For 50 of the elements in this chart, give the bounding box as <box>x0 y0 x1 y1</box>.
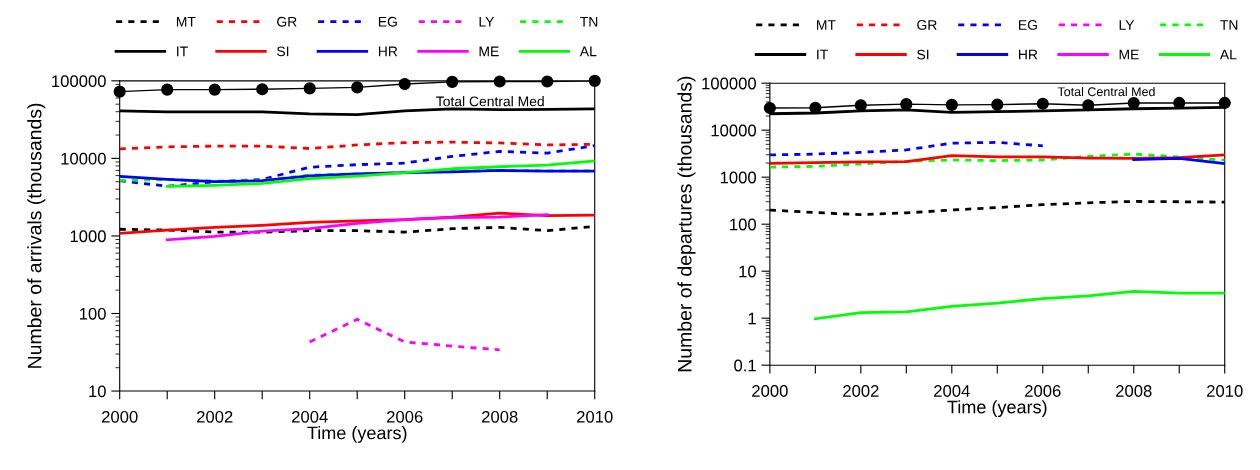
x-tick-label: 2004 <box>934 385 970 397</box>
x-tick-label: 2002 <box>197 410 233 423</box>
y-tick-label: 1 <box>748 312 756 325</box>
annotation: Total Central Med <box>1057 86 1155 97</box>
y-axis-title: Number of departures (thousands) <box>677 76 696 372</box>
x-tick-label: 2008 <box>482 410 518 423</box>
y-tick-label: 1000 <box>70 230 106 243</box>
legend-label: GR <box>277 16 297 27</box>
x-tick-label: 2000 <box>102 410 138 423</box>
x-tick-label: 2002 <box>843 385 879 397</box>
y-tick-label: 0.1 <box>734 359 756 372</box>
legend-label: LY <box>1119 20 1135 30</box>
legend-label: HR <box>1019 49 1038 60</box>
x-tick-label: 2006 <box>387 410 423 423</box>
legend-label: SI <box>917 49 929 60</box>
x-tick-label: 2000 <box>752 385 788 397</box>
y-tick-label: 10000 <box>711 124 757 137</box>
y-tick-label: 100000 <box>52 75 106 88</box>
legend-label: HR <box>378 46 398 57</box>
legend-label: GR <box>917 20 937 30</box>
x-tick-label: 2010 <box>577 410 613 423</box>
y-tick-label: 10000 <box>61 152 106 165</box>
y-tick-label: 100 <box>79 307 106 320</box>
x-tick-label: 2010 <box>1207 385 1243 397</box>
legend-label: AL <box>579 46 597 57</box>
x-axis-title: Time (years) <box>947 400 1047 417</box>
legend-label: IT <box>177 46 188 57</box>
x-tick-label: 2004 <box>292 410 328 423</box>
y-tick-label: 100 <box>730 218 757 231</box>
y-tick-label: 100000 <box>702 77 757 90</box>
x-tick-label: 2008 <box>1116 385 1152 397</box>
legend-label: LY <box>479 16 495 27</box>
legend-label: ME <box>1119 49 1139 60</box>
legend-label: TN <box>580 16 598 27</box>
x-axis-title: Time (years) <box>307 426 407 443</box>
y-axis-title: Number of arrivals (thousands) <box>27 103 46 368</box>
y-tick-label: 1000 <box>720 171 757 184</box>
legend-label: MT <box>176 16 196 27</box>
x-tick-label: 2006 <box>1025 385 1061 397</box>
legend-label: ME <box>479 46 499 57</box>
legend-label: EG <box>378 16 397 27</box>
legend-label: IT <box>817 49 828 60</box>
y-tick-label: 10 <box>739 265 757 278</box>
legend-label: EG <box>1019 20 1037 30</box>
legend-label: AL <box>1219 49 1237 60</box>
y-tick-label: 10 <box>89 385 106 398</box>
annotation: Total Central Med <box>436 96 544 107</box>
legend-label: TN <box>1220 20 1238 30</box>
legend-label: MT <box>817 20 836 30</box>
legend-label: SI <box>277 46 289 57</box>
